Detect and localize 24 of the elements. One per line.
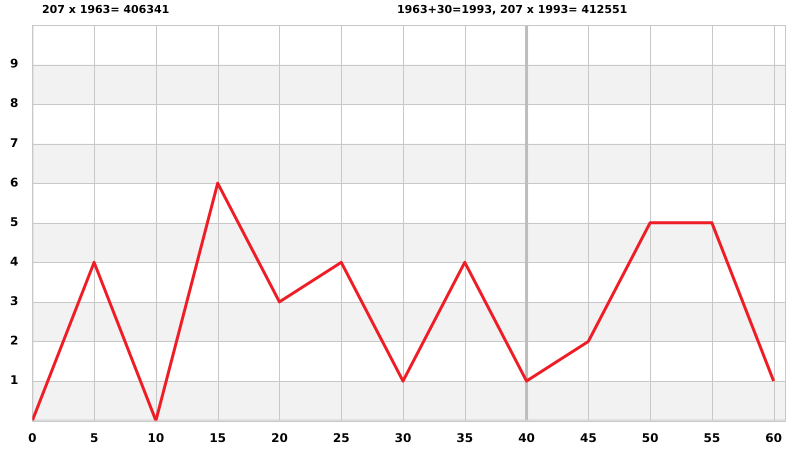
y-tick-label: 4 bbox=[10, 254, 18, 268]
y-tick-label: 2 bbox=[10, 334, 18, 348]
x-tick-label: 45 bbox=[580, 430, 597, 445]
y-tick-label: 7 bbox=[10, 136, 18, 150]
x-tick-label: 50 bbox=[642, 430, 658, 445]
x-tick-label: 55 bbox=[704, 430, 720, 445]
x-tick-label: 15 bbox=[209, 430, 226, 445]
x-tick-label: 20 bbox=[271, 430, 288, 445]
y-tick-label: 3 bbox=[10, 294, 18, 308]
y-tick-label: 1 bbox=[10, 373, 18, 388]
x-tick-label: 25 bbox=[332, 430, 350, 445]
text: 1963+30=1993, 207 x 1993= 412551 bbox=[397, 2, 628, 16]
x-tick-label: 40 bbox=[518, 430, 535, 445]
x-tick-label: 0 bbox=[28, 430, 37, 445]
x-tick-label: 10 bbox=[148, 430, 164, 445]
y-tick-label: 8 bbox=[10, 96, 18, 110]
y-tick-label: 9 bbox=[10, 56, 18, 71]
x-tick-label: 60 bbox=[765, 430, 782, 445]
text: 207 x 1963= 406341 bbox=[42, 2, 170, 16]
y-tick-label: 6 bbox=[10, 175, 18, 190]
x-tick-label: 30 bbox=[394, 430, 412, 445]
x-tick-label: 5 bbox=[90, 430, 98, 445]
y-tick-label: 5 bbox=[10, 214, 18, 229]
x-tick-label: 35 bbox=[456, 430, 474, 445]
